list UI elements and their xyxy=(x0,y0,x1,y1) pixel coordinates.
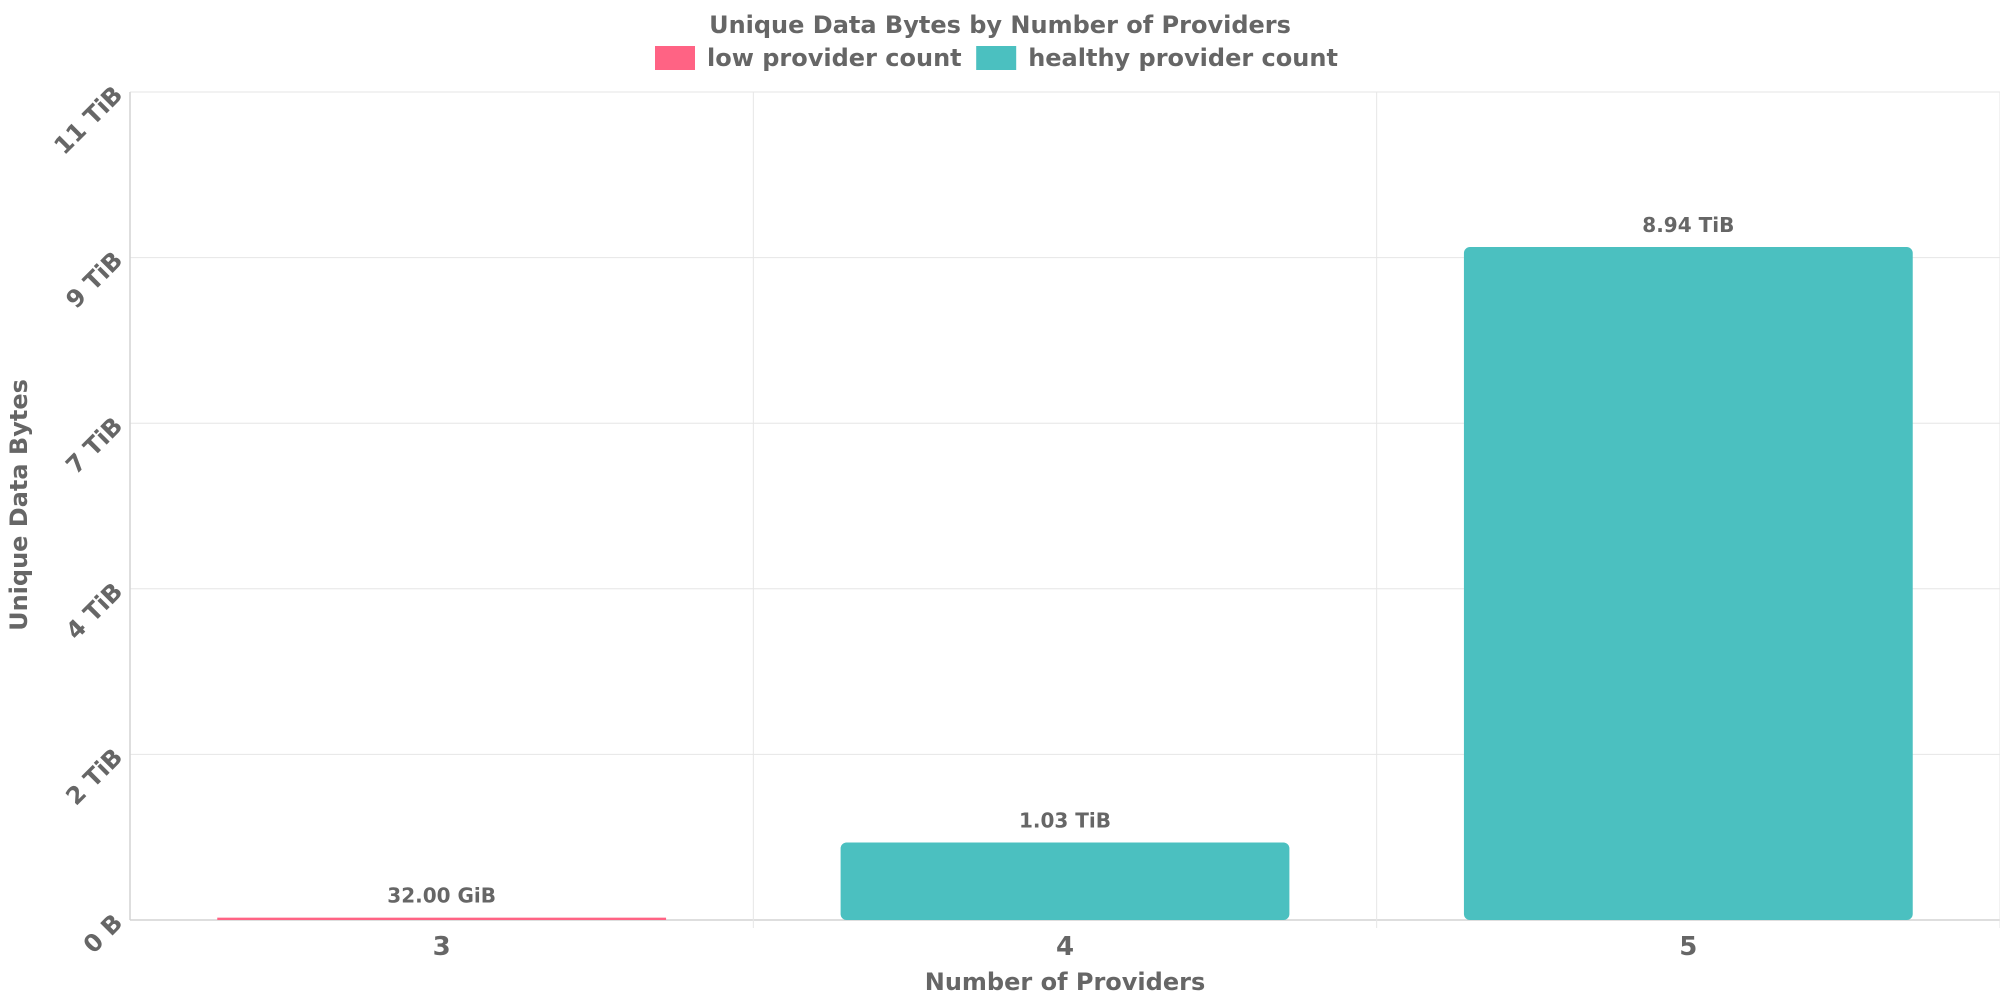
y-tick-label: 9 TiB xyxy=(60,246,128,314)
y-axis-title: Unique Data Bytes xyxy=(5,379,33,631)
legend-item-0[interactable]: low provider count xyxy=(655,44,962,72)
data-labels: 32.00 GiB 1.03 TiB 8.94 TiB xyxy=(387,213,1734,908)
legend-swatch xyxy=(976,46,1017,70)
chart-title: Unique Data Bytes by Number of Providers xyxy=(709,11,1291,39)
x-tick-label: 3 xyxy=(433,932,451,962)
data-label-4: 1.03 TiB xyxy=(1019,808,1111,832)
y-tick-label: 7 TiB xyxy=(60,412,128,480)
y-tick-label: 2 TiB xyxy=(60,743,128,811)
legend-label: low provider count xyxy=(707,44,962,72)
y-tick-label: 4 TiB xyxy=(60,577,128,645)
data-label-3: 32.00 GiB xyxy=(387,884,496,908)
bar-4[interactable] xyxy=(840,842,1290,920)
y-axis-ticks: 0 B 2 TiB 4 TiB 7 TiB 9 TiB 11 TiB xyxy=(49,80,129,958)
y-tick-label: 0 B xyxy=(78,908,128,958)
x-axis-ticks: 3 4 5 xyxy=(433,932,1698,962)
x-tick-label: 5 xyxy=(1679,932,1697,962)
bar-5[interactable] xyxy=(1463,247,1913,920)
bar-3[interactable] xyxy=(217,917,667,920)
x-tick-label: 4 xyxy=(1056,932,1074,962)
y-tick-label: 11 TiB xyxy=(49,80,129,160)
legend-item-1[interactable]: healthy provider count xyxy=(976,44,1338,72)
legend-swatch xyxy=(655,46,695,70)
legend: low provider count healthy provider count xyxy=(655,44,1338,72)
legend-label: healthy provider count xyxy=(1028,44,1338,72)
bars xyxy=(217,247,1913,920)
data-label-5: 8.94 TiB xyxy=(1642,213,1734,237)
x-axis-title: Number of Providers xyxy=(925,968,1205,996)
